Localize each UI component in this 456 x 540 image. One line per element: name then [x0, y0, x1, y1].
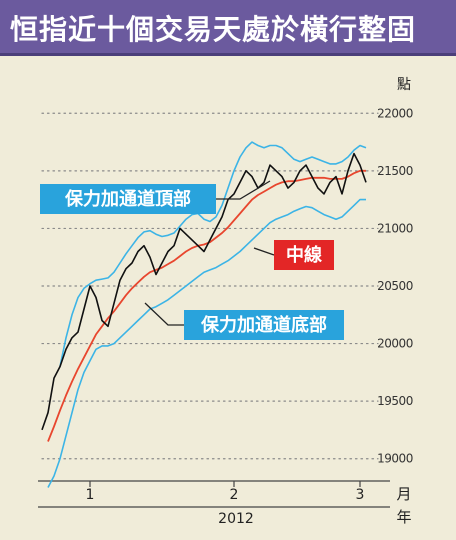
price-line: [41, 152, 367, 431]
annotation-label-upper: 保力加通道頂部: [64, 188, 191, 210]
y-tick-label: 21500: [377, 164, 413, 178]
lower-band-line: [47, 198, 366, 488]
x-tick-label: 2: [230, 487, 239, 503]
y-axis-unit-label: 點: [397, 77, 411, 93]
chart-area: 點 19000 19500 20000 20500 21000 21500 22000 1 2 3 月…: [0, 56, 456, 540]
x-tick-label: 3: [356, 487, 365, 503]
annotation-label-lower: 保力加通道底部: [200, 314, 327, 336]
year-unit-label: 年: [396, 508, 411, 526]
annotation-leader-middle: [253, 247, 275, 256]
annotation-box-middle: [274, 240, 334, 270]
title-bar: 恒指近十個交易天處於橫行整固: [0, 0, 456, 56]
x-tick-label: 1: [86, 487, 95, 503]
year-label: 2012: [218, 511, 254, 527]
annotation-box-upper: [40, 184, 216, 214]
chart-title: 恒指近十個交易天處於橫行整固: [10, 13, 417, 46]
annotation-leader-upper: [216, 180, 271, 200]
y-tick-label: 19000: [377, 452, 413, 466]
chart-svg: 點 19000 19500 20000 20500 21000 21500 22000 1 2 3 月…: [38, 77, 413, 527]
y-tick-label: 21000: [377, 221, 413, 235]
y-tick-label: 20500: [377, 279, 413, 293]
y-tick-label: 20000: [377, 337, 413, 351]
y-tick-label: 19500: [377, 394, 413, 408]
annotation-label-middle: 中線: [286, 244, 322, 266]
month-unit-label: 月: [396, 485, 411, 503]
annotation-leader-lower: [144, 302, 184, 326]
annotation-box-lower: [184, 310, 344, 340]
y-tick-label: 22000: [377, 106, 413, 120]
upper-band-line: [59, 141, 367, 367]
